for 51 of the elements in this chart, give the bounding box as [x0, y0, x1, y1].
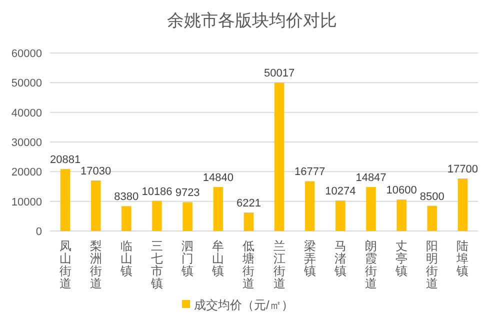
bar: [336, 200, 346, 231]
data-label: 8500: [420, 190, 444, 203]
bar: [427, 206, 438, 231]
bar: [304, 181, 315, 231]
x-tick-label: 阳明街道: [426, 239, 438, 290]
data-label: 16777: [294, 166, 326, 178]
x-tick-label: 临山镇: [119, 239, 132, 278]
data-label: 17700: [447, 163, 478, 176]
y-tick-label: 0: [36, 226, 42, 238]
bar: [458, 178, 468, 231]
bar: [366, 186, 376, 231]
bar: [213, 186, 224, 231]
y-tick-label: 10000: [11, 196, 42, 208]
bar: [244, 212, 254, 231]
bar: [396, 200, 406, 231]
x-tick-label: 梁弄镇: [302, 239, 316, 278]
y-tick-label: 60000: [11, 48, 42, 60]
legend-label: 成交均价（元/㎡）: [194, 298, 294, 312]
bar: [90, 180, 101, 231]
data-label: 9723: [175, 187, 200, 200]
data-label: 14840: [202, 172, 234, 184]
data-label: 20881: [50, 154, 81, 166]
x-tick-label: 牟山镇: [211, 239, 224, 278]
x-tick-label: 马渚镇: [333, 239, 346, 278]
x-tick-label: 陆埠镇: [456, 239, 469, 278]
y-tick-label: 20000: [11, 166, 42, 179]
x-tick-label: 梨洲街道: [90, 239, 102, 290]
x-tick-label: 泗门镇: [180, 239, 194, 278]
data-label: 50017: [264, 68, 295, 80]
y-tick-label: 50000: [11, 78, 42, 90]
data-label: 17030: [80, 165, 112, 178]
data-label: 10186: [142, 186, 172, 198]
x-tick-label: 凤山街道: [59, 239, 72, 290]
x-tick-label: 兰江街道: [273, 239, 286, 290]
chart-title: 余姚市各版块均价对比: [167, 11, 337, 30]
bar: [122, 206, 132, 231]
bar: [60, 169, 70, 231]
data-label: 10600: [386, 184, 417, 197]
x-tick-label: 丈亭镇: [394, 239, 408, 278]
y-tick-label: 40000: [11, 107, 42, 120]
bar: [152, 200, 162, 231]
data-label: 6221: [236, 198, 261, 210]
bar: [274, 82, 284, 231]
x-tick-label: 朗霞街道: [365, 239, 377, 290]
bar: [182, 202, 192, 231]
data-label: 10274: [325, 186, 356, 198]
data-label: 8380: [114, 191, 139, 204]
x-tick-label: 低塘街道: [242, 239, 255, 290]
x-tick-label: 三七市镇: [150, 239, 163, 290]
data-label: 14847: [356, 172, 386, 184]
y-tick-label: 30000: [11, 137, 42, 149]
